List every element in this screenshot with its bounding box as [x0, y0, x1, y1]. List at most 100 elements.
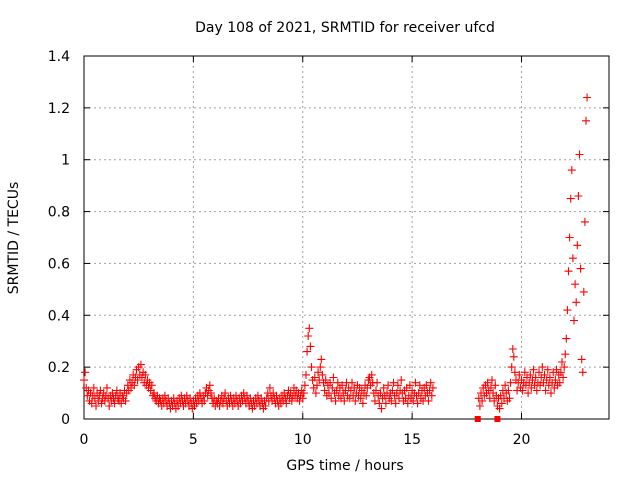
data-point — [316, 363, 325, 372]
plot-frame — [83, 55, 610, 420]
x-tick-label: 15 — [403, 432, 421, 448]
y-tick-label: 1 — [61, 153, 70, 169]
data-point — [563, 306, 572, 315]
data-point — [205, 381, 214, 390]
data-point — [377, 404, 386, 413]
data-point — [413, 399, 422, 408]
data-point — [333, 378, 342, 387]
x-tick-label: 20 — [513, 432, 531, 448]
data-point — [328, 383, 337, 392]
data-point — [287, 396, 296, 405]
y-axis-label: SRMTID / TECUs — [6, 182, 22, 295]
data-point — [561, 350, 570, 359]
data-point — [397, 376, 406, 385]
data-point — [570, 316, 578, 325]
data-point — [526, 370, 535, 379]
data-point — [495, 404, 504, 413]
data-point — [391, 399, 400, 408]
data-point — [552, 365, 561, 374]
data-point — [574, 192, 583, 200]
data-point — [307, 363, 316, 372]
data-point — [478, 396, 487, 405]
data-point — [103, 383, 111, 392]
axis-ticks — [83, 55, 609, 420]
data-point — [317, 355, 326, 364]
data-point — [311, 389, 320, 398]
data-point — [306, 342, 315, 351]
data-point-square — [474, 416, 481, 422]
data-point — [318, 370, 327, 379]
data-point — [403, 399, 412, 408]
y-tick-label: 0 — [61, 412, 70, 428]
data-point — [331, 396, 340, 405]
data-point — [105, 402, 114, 410]
data-point — [515, 370, 524, 379]
data-point — [488, 376, 496, 385]
data-point — [509, 352, 518, 361]
x-axis-label: GPS time / hours — [286, 458, 403, 474]
data-point — [529, 365, 538, 374]
data-point — [136, 360, 145, 369]
data-point — [426, 378, 435, 387]
data-point — [314, 368, 323, 377]
data-point — [373, 378, 382, 387]
data-point — [133, 376, 142, 385]
data-point — [555, 378, 564, 387]
data-point — [475, 402, 484, 410]
data-point — [384, 381, 393, 390]
data-point — [556, 368, 565, 377]
data-point — [497, 399, 506, 408]
data-point — [340, 396, 349, 405]
y-tick-label: 0.8 — [48, 205, 70, 221]
data-point — [147, 381, 156, 390]
data-point — [130, 381, 139, 390]
data-point — [348, 378, 356, 387]
data-point — [564, 267, 573, 276]
data-point — [300, 381, 309, 390]
data-point — [582, 116, 590, 125]
data-point — [393, 381, 402, 390]
data-point — [117, 399, 126, 408]
data-point — [372, 386, 380, 395]
data-point — [579, 287, 588, 296]
y-tick-label: 0.2 — [48, 360, 70, 376]
data-point — [508, 345, 517, 353]
data-point — [573, 241, 582, 250]
data-point — [379, 383, 388, 392]
axis-tick-labels: 0 0.2 0.4 0.6 0.8 1 1.2 1.4 0 5 10 15 20 — [48, 49, 531, 448]
data-point — [303, 347, 312, 356]
data-point — [389, 378, 398, 387]
data-point — [566, 194, 575, 203]
data-point — [580, 217, 589, 226]
data-point-square — [494, 416, 501, 422]
data-point — [541, 386, 550, 395]
data-point — [387, 396, 396, 405]
data-point — [562, 334, 571, 343]
data-point — [299, 389, 308, 398]
y-tick-label: 1.2 — [48, 101, 70, 117]
data-point — [329, 373, 338, 382]
data-point — [560, 363, 569, 372]
data-point — [388, 386, 397, 395]
data-point — [490, 396, 499, 405]
grid-lines — [84, 56, 609, 419]
data-point — [558, 358, 566, 366]
data-point — [572, 298, 581, 307]
data-point — [547, 389, 555, 398]
data-point — [81, 368, 90, 377]
data-point — [504, 386, 513, 395]
data-point — [305, 324, 314, 333]
data-point — [486, 383, 495, 392]
data-point — [576, 264, 585, 273]
data-point — [520, 368, 529, 377]
data-point — [326, 378, 335, 387]
data-point — [141, 370, 150, 379]
data-point — [583, 93, 592, 102]
data-point — [411, 378, 420, 387]
data-point — [501, 381, 510, 390]
data-point — [313, 381, 321, 390]
data-point — [200, 396, 209, 405]
data-point — [89, 383, 98, 392]
y-tick-label: 1.4 — [48, 49, 70, 65]
data-point — [87, 399, 96, 408]
